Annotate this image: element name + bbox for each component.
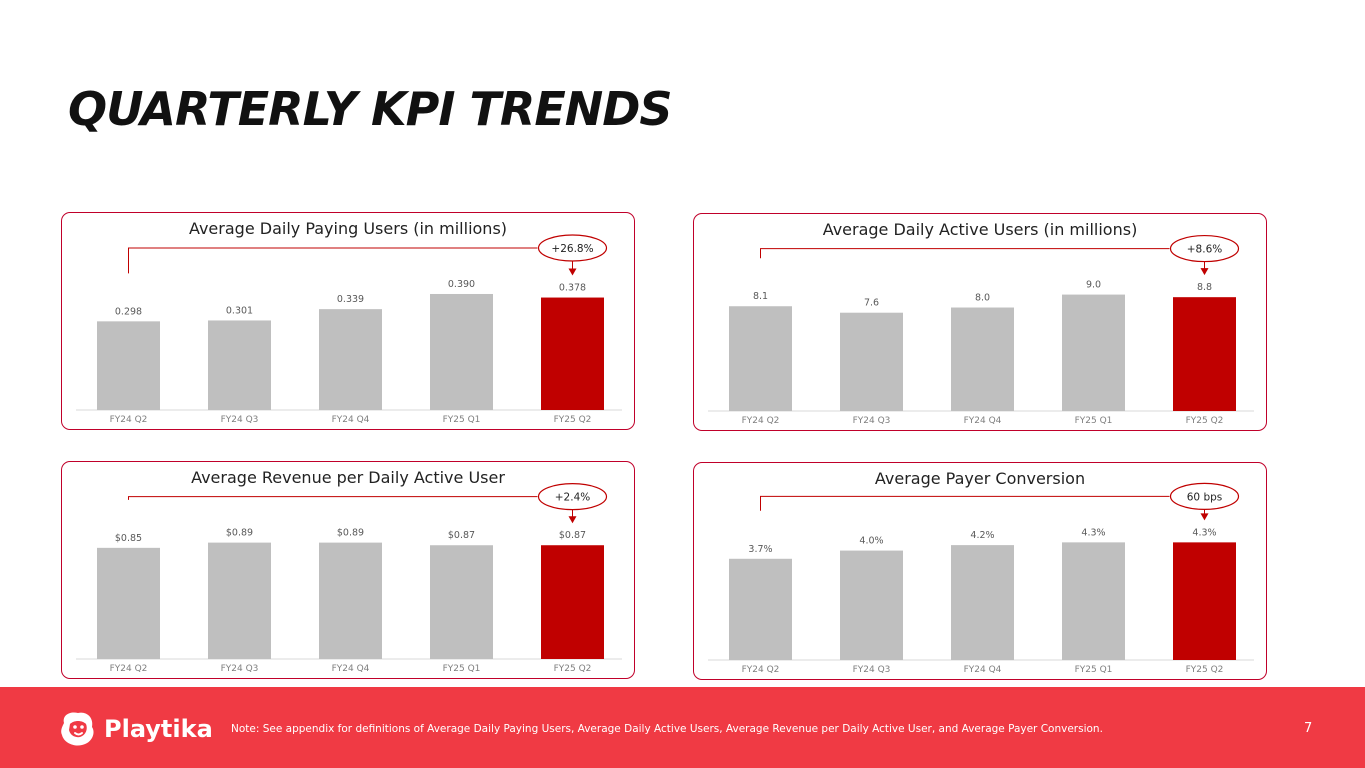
bar bbox=[1173, 542, 1236, 660]
x-tick-label: FY25 Q2 bbox=[1186, 416, 1224, 426]
data-label: 4.3% bbox=[1081, 527, 1105, 538]
logo-text: Playtika bbox=[104, 715, 213, 743]
data-label: 0.301 bbox=[226, 305, 253, 316]
bar bbox=[729, 558, 792, 660]
bar bbox=[541, 297, 604, 410]
chart-title: Average Daily Paying Users (in millions) bbox=[188, 219, 508, 238]
data-label: $0.85 bbox=[115, 533, 142, 544]
data-label: $0.87 bbox=[559, 530, 586, 541]
bar bbox=[208, 320, 271, 410]
x-tick-label: FY24 Q4 bbox=[964, 665, 1002, 675]
x-tick-label: FY25 Q2 bbox=[554, 415, 592, 425]
data-label: $0.89 bbox=[337, 528, 364, 539]
data-label: 4.2% bbox=[970, 530, 994, 541]
bar bbox=[1062, 294, 1125, 411]
x-tick-label: FY24 Q3 bbox=[221, 664, 259, 674]
data-label: 0.339 bbox=[337, 294, 364, 305]
x-tick-label: FY25 Q1 bbox=[1075, 416, 1113, 426]
data-label: 4.0% bbox=[859, 536, 883, 547]
data-label: $0.87 bbox=[448, 530, 475, 541]
chart-svg: 8.1 FY24 Q2 7.6 FY24 Q3 8.0 FY24 Q4 9.0 FY25 Q1… bbox=[708, 234, 1254, 426]
chart-title: Average Daily Active Users (in millions) bbox=[822, 220, 1138, 239]
data-label: 8.8 bbox=[1197, 282, 1212, 293]
x-tick-label: FY24 Q4 bbox=[332, 664, 370, 674]
change-arrow-head bbox=[568, 268, 577, 276]
data-label: $0.89 bbox=[226, 528, 253, 539]
change-label: 60 bps bbox=[1187, 491, 1223, 503]
data-label: 3.7% bbox=[748, 544, 772, 555]
change-bracket bbox=[128, 496, 538, 500]
x-tick-label: FY24 Q4 bbox=[332, 415, 370, 425]
chart-title: Average Payer Conversion bbox=[874, 469, 1086, 488]
change-arrow-head bbox=[1200, 268, 1209, 276]
change-badge bbox=[1169, 234, 1240, 263]
change-label: +2.4% bbox=[555, 492, 590, 504]
x-tick-label: FY24 Q3 bbox=[853, 665, 891, 675]
company-logo[interactable]: Playtika bbox=[58, 709, 213, 749]
data-label: 7.6 bbox=[864, 298, 879, 309]
x-tick-label: FY25 Q1 bbox=[443, 415, 481, 425]
chart-panel-revenue-per-user: Average Revenue per Daily Active User $0… bbox=[61, 461, 635, 679]
x-tick-label: FY25 Q2 bbox=[554, 664, 592, 674]
x-tick-label: FY24 Q3 bbox=[853, 416, 891, 426]
footer-bar: Playtika Note: See appendix for definiti… bbox=[0, 687, 1365, 768]
change-label: +8.6% bbox=[1187, 244, 1222, 256]
chart-panel-paying-users: Average Daily Paying Users (in millions)… bbox=[61, 212, 635, 430]
panther-logo-icon bbox=[61, 712, 94, 746]
bar bbox=[840, 312, 903, 411]
change-arrow-head bbox=[568, 516, 577, 524]
x-tick-label: FY24 Q2 bbox=[110, 664, 148, 674]
bar bbox=[430, 545, 493, 659]
x-tick-label: FY24 Q2 bbox=[742, 416, 780, 426]
data-label: 8.1 bbox=[753, 291, 768, 302]
data-label: 0.298 bbox=[115, 306, 142, 317]
change-label: +26.8% bbox=[551, 243, 593, 255]
x-tick-label: FY24 Q2 bbox=[110, 415, 148, 425]
bar bbox=[951, 545, 1014, 660]
bar bbox=[319, 309, 382, 410]
bar bbox=[541, 545, 604, 659]
x-tick-label: FY24 Q2 bbox=[742, 665, 780, 675]
chart-svg: 0.298 FY24 Q2 0.301 FY24 Q3 0.339 FY24 Q4 0.39… bbox=[76, 234, 622, 425]
change-bracket bbox=[760, 495, 1170, 511]
chart-panel-active-users: Average Daily Active Users (in millions)… bbox=[693, 213, 1267, 431]
page-title: QUARTERLY KPI TRENDS bbox=[68, 82, 673, 136]
x-tick-label: FY25 Q2 bbox=[1186, 665, 1224, 675]
bar bbox=[729, 306, 792, 411]
chart-title: Average Revenue per Daily Active User bbox=[191, 468, 505, 487]
change-bracket bbox=[760, 248, 1170, 259]
change-arrow-head bbox=[1200, 513, 1209, 521]
bar bbox=[208, 542, 271, 659]
data-label: 0.390 bbox=[448, 279, 475, 290]
page-number: 7 bbox=[1304, 721, 1313, 736]
bar bbox=[1062, 542, 1125, 660]
footnote: Note: See appendix for definitions of Av… bbox=[231, 723, 1103, 735]
x-tick-label: FY24 Q4 bbox=[964, 416, 1002, 426]
data-label: 4.3% bbox=[1192, 527, 1216, 538]
bar bbox=[430, 293, 493, 410]
x-tick-label: FY25 Q1 bbox=[1075, 665, 1113, 675]
bar bbox=[840, 550, 903, 660]
bar bbox=[1173, 297, 1236, 411]
data-label: 0.378 bbox=[559, 283, 586, 294]
data-label: 9.0 bbox=[1086, 280, 1101, 291]
chart-panel-payer-conversion: Average Payer Conversion 3.7% FY24 Q2 4.0%… bbox=[693, 462, 1267, 680]
bar bbox=[97, 547, 160, 659]
bar bbox=[97, 321, 160, 410]
chart-svg: $0.85 FY24 Q2 $0.89 FY24 Q3 $0.89 FY24 Q4 $0.8… bbox=[76, 483, 622, 674]
bar bbox=[951, 307, 1014, 411]
change-bracket bbox=[128, 247, 538, 274]
data-label: 8.0 bbox=[975, 293, 990, 304]
x-tick-label: FY25 Q1 bbox=[443, 664, 481, 674]
x-tick-label: FY24 Q3 bbox=[221, 415, 259, 425]
bar bbox=[319, 542, 382, 659]
chart-svg: 3.7% FY24 Q2 4.0% FY24 Q3 4.2% FY24 Q4 4.3% FY2… bbox=[708, 482, 1254, 675]
